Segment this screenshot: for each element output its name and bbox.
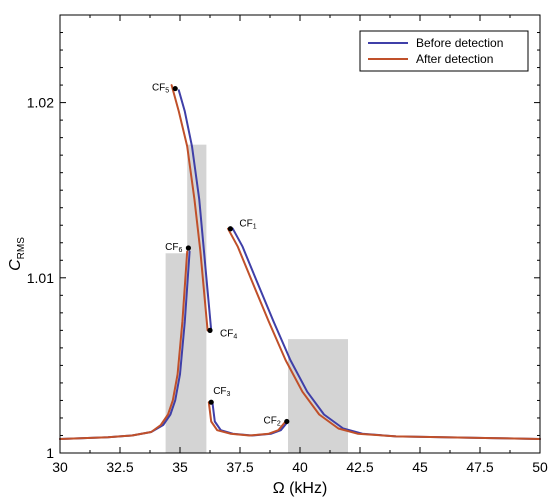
legend-box bbox=[359, 30, 529, 72]
cf2-point bbox=[284, 418, 290, 425]
x-tick-label: 37.5 bbox=[226, 459, 253, 475]
x-axis-title: Ω (kHz) bbox=[273, 480, 328, 497]
shaded-region-3 bbox=[288, 339, 348, 453]
cf1-point bbox=[227, 226, 233, 232]
cf4-point bbox=[207, 327, 213, 333]
y-axis-title-sub: RMS bbox=[16, 237, 27, 260]
cf3-point bbox=[208, 399, 214, 405]
series-after-segment-4 bbox=[227, 227, 541, 440]
y-tick-label: 1.02 bbox=[27, 95, 54, 111]
cf4-label: CF4 bbox=[220, 328, 237, 340]
points-layer: CF1 CF2 CF3 CF4 CF5 CF6 bbox=[152, 83, 290, 427]
x-tick-label: 40 bbox=[292, 459, 308, 475]
axes-layer: 30 32.5 35 37.5 40 42.5 45 47.5 50 1 1.01 1.02 bbox=[27, 15, 548, 475]
legend-label-before: Before detection bbox=[416, 36, 503, 50]
series-after-segment-2 bbox=[170, 84, 209, 332]
x-tick-label: 45 bbox=[412, 459, 428, 475]
series-layer bbox=[59, 84, 541, 440]
x-tick-label: 42.5 bbox=[346, 459, 373, 475]
y-axis-title-main: C bbox=[7, 259, 24, 271]
x-tick-label: 32.5 bbox=[106, 459, 133, 475]
cf6-point bbox=[185, 245, 191, 251]
legend-label-after: After detection bbox=[416, 52, 493, 66]
y-tick-label: 1.01 bbox=[27, 270, 54, 286]
y-tick-label: 1 bbox=[46, 445, 54, 461]
cf2-label: CF2 bbox=[264, 415, 281, 427]
shaded-region-2 bbox=[187, 144, 207, 453]
cf1-label: CF1 bbox=[239, 219, 256, 231]
series-before-segment-4 bbox=[231, 227, 541, 440]
series-after-segment-3 bbox=[207, 401, 287, 437]
series-before-segment-2 bbox=[177, 89, 213, 332]
cf5-point bbox=[172, 85, 178, 92]
x-tick-label: 47.5 bbox=[466, 459, 493, 475]
series-after-segment-1 bbox=[59, 250, 189, 440]
x-tick-label: 35 bbox=[172, 459, 188, 475]
x-tick-label: 50 bbox=[532, 459, 548, 475]
y-axis-title: CRMS bbox=[7, 237, 27, 271]
legend: Before detection After detection bbox=[359, 30, 529, 72]
cf3-label: CF3 bbox=[213, 386, 230, 398]
cf5-label: CF5 bbox=[152, 83, 169, 95]
cf6-label: CF6 bbox=[165, 242, 182, 254]
x-tick-label: 30 bbox=[52, 459, 68, 475]
